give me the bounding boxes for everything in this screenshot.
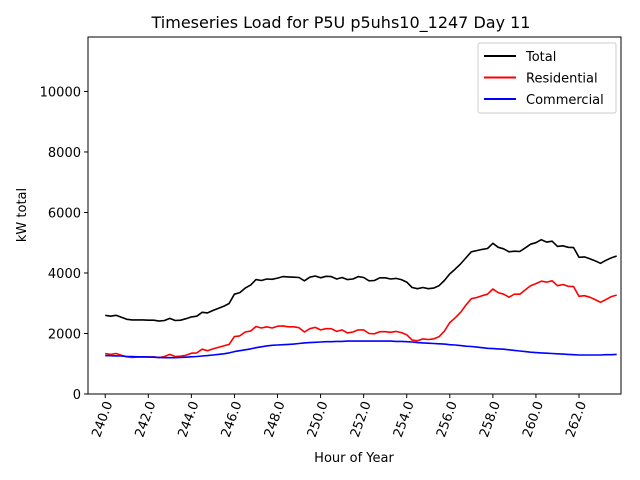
y-tick-label: 8000 <box>48 146 81 161</box>
series-lines <box>105 238 617 359</box>
plot-frame <box>87 36 622 395</box>
series-line-commercial <box>105 340 617 359</box>
series-line-residential <box>105 279 617 359</box>
legend-label-total: Total <box>525 50 556 65</box>
legend-label-commercial: Commercial <box>526 93 604 108</box>
legend-items: Total Residential Commercial <box>484 50 604 108</box>
y-tick-label: 10000 <box>40 85 81 100</box>
y-tick-label: 6000 <box>48 206 81 221</box>
legend: Total Residential Commercial <box>477 42 617 114</box>
x-axis-title: Hour of Year <box>314 451 394 466</box>
y-tick-label: 0 <box>73 388 81 403</box>
series-line-total <box>105 238 617 322</box>
y-axis-ticks: 0 2000 4000 6000 8000 10000 <box>40 85 88 403</box>
y-tick-label: 4000 <box>48 267 81 282</box>
y-tick-label: 2000 <box>48 327 81 342</box>
y-axis-title: kW total <box>15 188 30 242</box>
chart-title: Timeseries Load for P5U p5uhs10_1247 Day… <box>151 13 531 33</box>
legend-box <box>477 42 617 114</box>
legend-label-residential: Residential <box>526 72 598 87</box>
